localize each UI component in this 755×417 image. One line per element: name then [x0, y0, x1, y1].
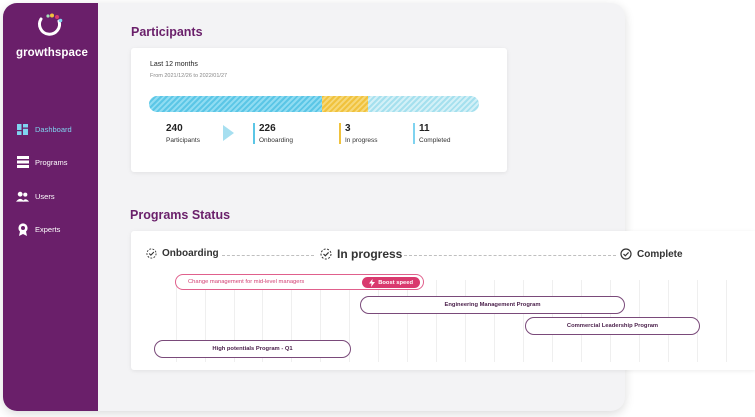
programs-icon	[16, 156, 29, 168]
dashboard-icon	[16, 123, 29, 135]
grid-line	[465, 280, 466, 362]
users-icon	[16, 190, 29, 202]
stat-label: Onboarding	[259, 137, 293, 144]
stage-label: Complete	[637, 248, 683, 260]
circle-check-icon	[620, 248, 632, 260]
in-progress-marker	[339, 123, 341, 144]
in-progress-stat: 3 In progress	[345, 123, 378, 144]
program-name: Engineering Management Program	[444, 302, 541, 308]
sidebar-item-users[interactable]: Users	[16, 189, 55, 203]
sidebar-item-label: Programs	[35, 157, 68, 167]
logo-icon	[38, 13, 63, 36]
brand-name: growthspace	[15, 47, 89, 59]
stage-label: Onboarding	[162, 248, 219, 259]
program-pill[interactable]: Change management for mid-level managers…	[175, 274, 424, 290]
sidebar-item-dashboard[interactable]: Dashboard	[16, 122, 72, 136]
lightning-icon	[369, 278, 376, 287]
stage-connector	[404, 255, 616, 256]
sidebar: growthspace Dashboard Programs Users Exp…	[3, 3, 98, 411]
program-pill[interactable]: High potentials Program - Q1	[154, 340, 351, 358]
onboarding-marker	[253, 123, 255, 144]
experts-icon	[16, 222, 29, 236]
grid-line	[234, 280, 235, 362]
completed-marker	[413, 123, 415, 144]
date-range: From 2021/12/26 to 2022/01/27	[150, 73, 228, 79]
program-name: High potentials Program - Q1	[212, 346, 293, 352]
boost-speed-button[interactable]: Boost speed	[362, 277, 420, 288]
grid-line	[291, 280, 292, 362]
participants-card: Last 12 months From 2021/12/26 to 2022/0…	[131, 48, 507, 172]
grid-line	[320, 280, 321, 362]
grid-line	[349, 280, 350, 362]
boost-speed-label: Boost speed	[378, 279, 413, 286]
logo[interactable]: growthspace	[13, 13, 93, 73]
in-progress-segment	[322, 96, 368, 112]
period-label: Last 12 months	[150, 61, 198, 68]
stage-in-progress: In progress	[320, 247, 402, 261]
stage-complete: Complete	[620, 248, 683, 260]
program-pill[interactable]: Commercial Leadership Program	[525, 317, 700, 335]
program-name: Change management for mid-level managers	[188, 279, 305, 285]
program-name: Commercial Leadership Program	[566, 323, 659, 329]
completed-segment	[368, 96, 479, 112]
participants-progress-bar	[149, 96, 479, 112]
grid-line	[262, 280, 263, 362]
stat-label: Completed	[419, 137, 451, 144]
stat-value: 226	[259, 123, 276, 134]
grid-line	[407, 280, 408, 362]
dashed-circle-check-icon	[146, 248, 157, 259]
onboarding-segment	[149, 96, 322, 112]
sidebar-item-label: Users	[35, 191, 55, 201]
program-pill[interactable]: Engineering Management Program	[360, 296, 625, 314]
onboarding-stat: 226 Onboarding	[259, 123, 293, 144]
grid-line	[726, 280, 727, 362]
completed-stat: 11 Completed	[419, 123, 450, 144]
sidebar-item-programs[interactable]: Programs	[16, 155, 68, 169]
stage-label: In progress	[337, 247, 403, 261]
grid-line	[436, 280, 437, 362]
stat-label: Participants	[166, 137, 200, 144]
sidebar-item-label: Experts	[35, 224, 61, 234]
dashed-circle-check-icon	[320, 248, 332, 260]
sidebar-item-label: Dashboard	[35, 124, 72, 134]
sidebar-item-experts[interactable]: Experts	[16, 222, 60, 236]
stat-value: 240	[166, 123, 183, 134]
total-participants-stat: 240 Participants	[166, 123, 200, 144]
grid-line	[523, 280, 524, 362]
programs-status-title: Programs Status	[130, 208, 231, 222]
grid-line	[378, 280, 379, 362]
stage-onboarding: Onboarding	[146, 248, 219, 259]
grid-line	[494, 280, 495, 362]
participants-title: Participants	[131, 25, 203, 39]
stat-value: 11	[419, 123, 430, 134]
stage-connector	[222, 255, 314, 256]
arrow-right-icon	[223, 125, 234, 141]
stat-value: 3	[345, 123, 351, 134]
grid-line	[176, 280, 177, 362]
stat-label: In progress	[345, 137, 378, 144]
grid-line	[205, 280, 206, 362]
